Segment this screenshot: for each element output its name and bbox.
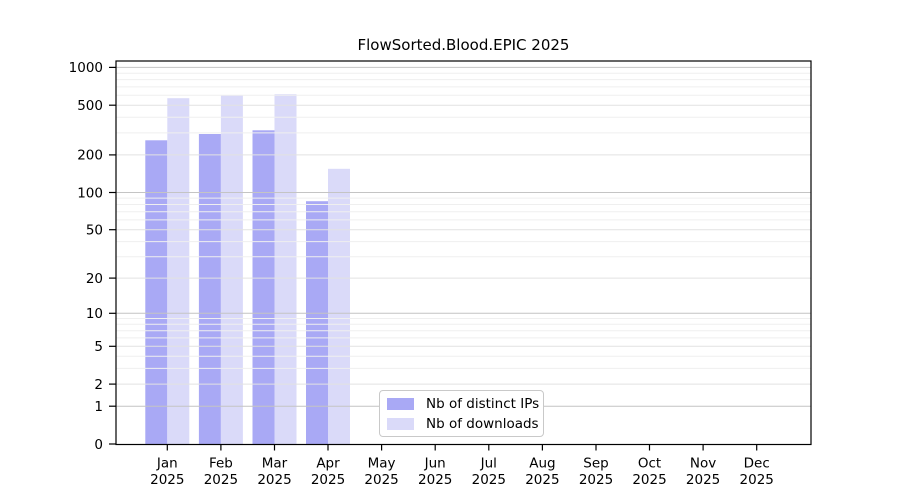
- x-tick-label-year-jan: 2025: [150, 472, 184, 488]
- x-tick-label-month-feb: Feb: [209, 456, 233, 472]
- y-tick-label-1000: 1000: [69, 60, 103, 76]
- bar-downloads-feb: [220, 95, 243, 445]
- legend: Nb of distinct IPs Nb of downloads: [379, 390, 544, 437]
- x-tick-label-month-sep: Sep: [583, 456, 608, 472]
- x-tick-label-month-may: May: [368, 456, 396, 472]
- bar-downloads-jan: [167, 98, 190, 445]
- legend-label-distinct-ips: Nb of distinct IPs: [426, 396, 540, 412]
- x-tick-label-year-mar: 2025: [257, 472, 291, 488]
- x-tick-label-year-may: 2025: [364, 472, 398, 488]
- x-tick-label-year-sep: 2025: [579, 472, 613, 488]
- bar-downloads-mar: [274, 94, 297, 445]
- x-tick-label-year-apr: 2025: [311, 472, 345, 488]
- x-tick-label-year-dec: 2025: [740, 472, 774, 488]
- legend-swatch-distinct-ips: [387, 398, 414, 410]
- x-tick-label-month-jun: Jun: [424, 456, 446, 472]
- bar-distinct-ips-feb: [198, 134, 221, 445]
- bar-distinct-ips-jan: [145, 140, 168, 445]
- bar-distinct-ips-mar: [252, 130, 275, 445]
- plot-frame: [115, 60, 812, 446]
- legend-row-distinct-ips: Nb of distinct IPs: [386, 394, 543, 414]
- x-tick-label-month-mar: Mar: [262, 456, 288, 472]
- x-tick-label-year-feb: 2025: [204, 472, 238, 488]
- x-tick-label-year-nov: 2025: [686, 472, 720, 488]
- x-tick-label-month-dec: Dec: [744, 456, 770, 472]
- y-tick-label-100: 100: [77, 185, 103, 201]
- legend-swatch-downloads: [387, 418, 414, 430]
- y-tick-label-2: 2: [94, 377, 103, 393]
- x-tick-label-year-jun: 2025: [418, 472, 452, 488]
- legend-row-downloads: Nb of downloads: [386, 414, 543, 434]
- y-tick-label-0: 0: [94, 437, 103, 453]
- chart-title: FlowSorted.Blood.EPIC 2025: [357, 36, 570, 54]
- x-tick-label-month-aug: Aug: [529, 456, 555, 472]
- y-tick-label-20: 20: [86, 271, 103, 287]
- bar-distinct-ips-apr: [306, 201, 328, 445]
- x-tick-label-year-aug: 2025: [525, 472, 559, 488]
- bar-downloads-apr: [328, 168, 350, 445]
- y-tick-label-200: 200: [77, 148, 103, 164]
- x-tick-label-year-oct: 2025: [632, 472, 666, 488]
- y-tick-label-10: 10: [86, 306, 103, 322]
- x-tick-label-month-apr: Apr: [316, 456, 340, 472]
- y-tick-label-50: 50: [86, 223, 103, 239]
- y-tick-label-1: 1: [94, 399, 103, 415]
- x-tick-label-month-jul: Jul: [480, 456, 497, 472]
- legend-label-downloads: Nb of downloads: [426, 416, 539, 432]
- x-tick-label-month-jan: Jan: [156, 456, 178, 472]
- x-tick-label-month-oct: Oct: [638, 456, 661, 472]
- x-tick-label-year-jul: 2025: [472, 472, 506, 488]
- y-tick-label-500: 500: [77, 98, 103, 114]
- y-tick-label-5: 5: [94, 339, 103, 355]
- x-tick-label-month-nov: Nov: [690, 456, 716, 472]
